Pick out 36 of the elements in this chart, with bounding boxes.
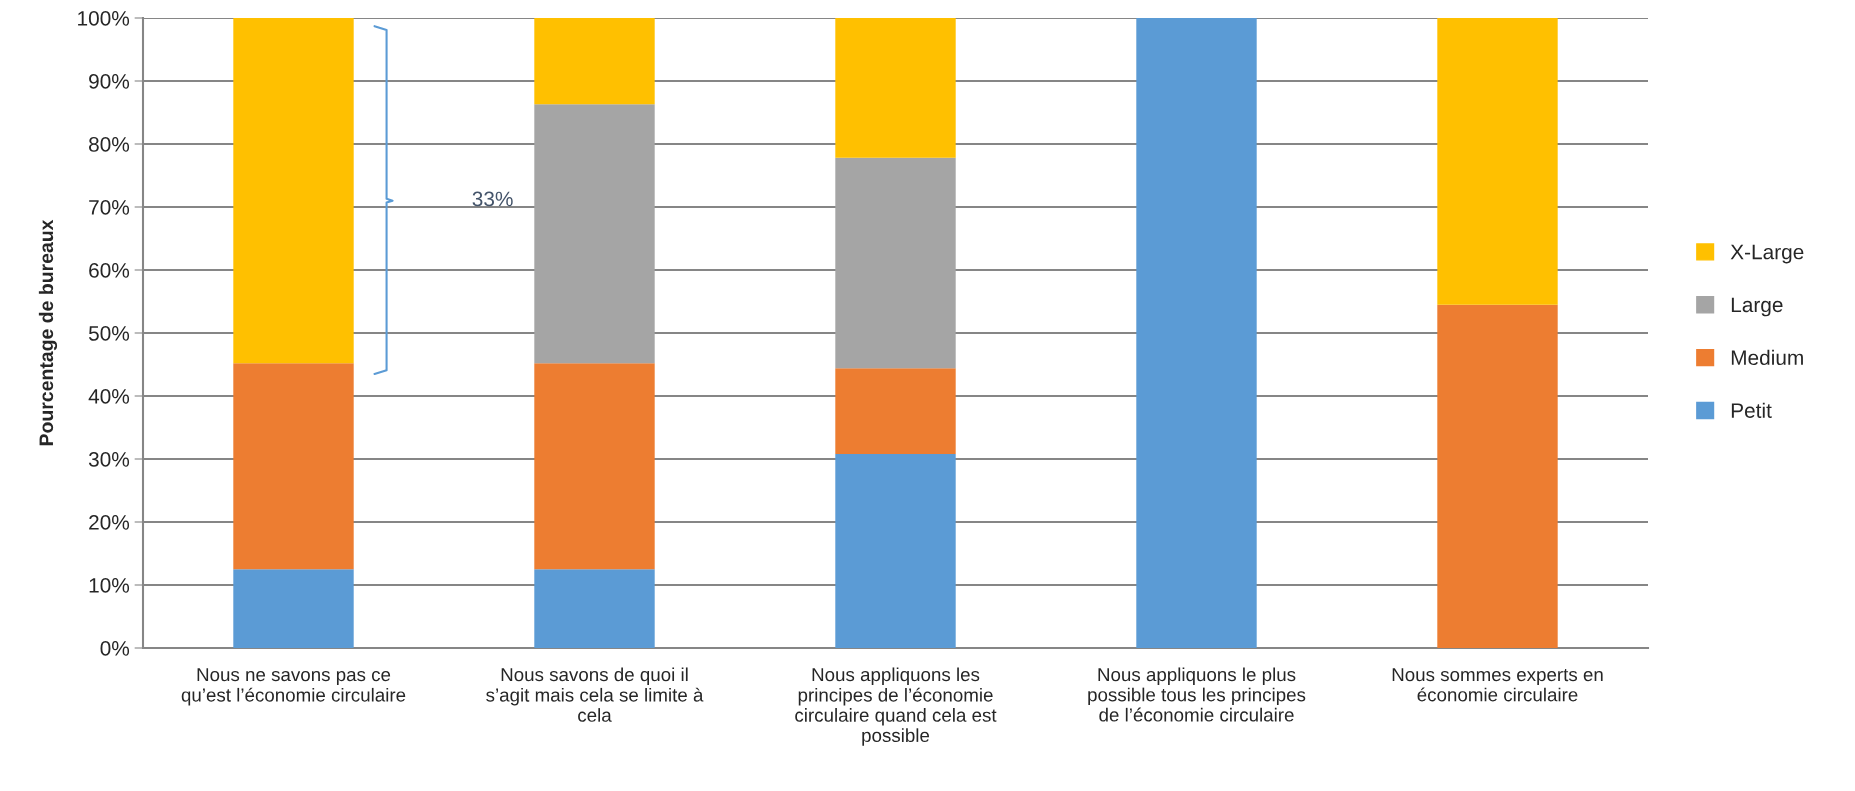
x-tick-label: Nous appliquons le plus possible tous les principes de l’économie circulaire [1088,667,1306,722]
y-tick-label: 80% [89,137,130,152]
bar [534,569,655,648]
y-tick-label: 70% [89,200,130,215]
bar [1437,18,1558,305]
bar [835,157,956,369]
annotation: 33% [472,191,513,207]
y-axis-title: Pourcentage de bureaux [38,219,58,446]
bar [1136,18,1257,648]
y-tick-label: 40% [88,389,130,404]
x-tick-label: Nous appliquons les principes de l’économie circulaire quand cela est possible [795,667,997,746]
y-tick-label: 90% [89,74,130,89]
x-tick-label: Nous sommes experts en économie circulaire [1392,668,1603,702]
y-tick-label: 10% [89,578,130,593]
y-tick-label: 30% [88,452,130,467]
bar [835,453,956,648]
bar [534,18,655,105]
legend-label: X-Large [1730,244,1804,264]
bar [835,18,956,158]
bar [233,363,354,570]
bar [534,104,655,364]
y-tick-label: 20% [89,515,130,530]
legend-label: Petit [1731,402,1772,418]
legend-label: Medium [1731,349,1803,366]
x-tick-label: Nous savons de quoi il s’agit mais cela se limite à cela [486,667,704,722]
y-tick-label: 60% [89,263,130,278]
bar [534,363,655,570]
bar [835,368,956,454]
y-tick-label: 0% [100,641,130,656]
bar [1437,304,1558,648]
y-tick-label: 100% [78,11,130,26]
bar [233,569,354,648]
bar [233,18,354,364]
legend-label: Large [1731,297,1783,317]
y-tick-label: 50% [88,326,130,341]
x-tick-label: Nous ne savons pas ce qu’est l’économie circulaire [181,668,406,706]
